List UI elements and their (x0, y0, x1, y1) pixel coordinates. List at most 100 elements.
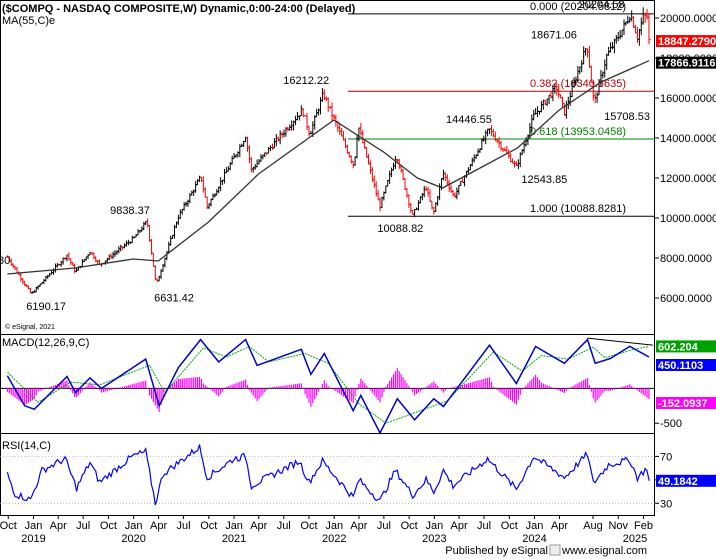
price-ytick-label-0: 6000.0000 (660, 293, 712, 305)
price-bar-160 (313, 115, 317, 130)
x-month-label-5: Jan (125, 520, 143, 532)
price-bar-142 (278, 130, 282, 145)
svg-text:17866.9116: 17866.9116 (658, 58, 716, 70)
chart-title: ($COMPQ - NASDAQ COMPOSITE,W) Dynamic,0:… (2, 3, 356, 15)
macd-y-axis: -500 (655, 418, 682, 430)
macd-divergence-line (587, 337, 653, 346)
price-bar-54 (109, 253, 113, 260)
x-month-label-21: Jan (526, 520, 544, 532)
price-bar-85 (169, 235, 173, 246)
price-bar-117 (230, 155, 234, 165)
price-bar-96 (190, 190, 194, 196)
svg-text:-152.0937: -152.0937 (658, 398, 708, 410)
esignal-logo-icon (549, 544, 561, 556)
price-bar-92 (182, 202, 186, 211)
price-bar-222 (432, 206, 436, 215)
price-bar-245 (476, 148, 480, 157)
x-month-label-4: Oct (100, 520, 117, 532)
price-bar-9 (23, 280, 27, 287)
x-month-label-14: Apr (350, 520, 367, 532)
x-month-label-8: Oct (200, 520, 217, 532)
price-bar-230 (447, 179, 451, 193)
price-bar-111 (219, 177, 223, 192)
price-bar-193 (376, 189, 380, 201)
footer-url: www.esignal.com (561, 545, 647, 557)
price-bar-61 (123, 243, 127, 249)
price-bar-207 (403, 178, 407, 190)
x-month-label-19: Jul (477, 520, 491, 532)
price-bar-125 (246, 136, 250, 152)
ma-value-tag: 17866.9116 (656, 56, 716, 70)
macd-signal-line (7, 345, 650, 424)
annotation-5: 12543.85 (521, 174, 567, 186)
time-x-axis: Oct Jan Apr Jul Oct Jan Apr Jul Oct Jan Apr Jul Oct J… (0, 515, 653, 545)
price-bar-326 (632, 16, 636, 28)
macd-ytick-label-0: -500 (660, 418, 682, 430)
price-bar-58 (117, 246, 121, 254)
rsi-ytick-label-0: 70 (660, 451, 672, 463)
svg-text:450.1103: 450.1103 (658, 360, 703, 372)
price-bar-231 (449, 184, 453, 193)
x-month-label-0: Oct (0, 520, 17, 532)
price-bar-220 (428, 189, 432, 202)
x-year-label-6: 2025 (623, 533, 647, 545)
x-month-label-2: Apr (50, 520, 67, 532)
price-ytick-label-2: 10000.0000 (660, 213, 716, 225)
x-month-label-23: Aug (583, 520, 603, 532)
price-bar-57 (115, 250, 119, 256)
price-bar-56 (113, 250, 117, 257)
price-bar-53 (107, 254, 111, 261)
price-bar-109 (215, 188, 219, 196)
price-bar-140 (274, 134, 278, 147)
price-bar-251 (488, 128, 492, 134)
x-year-label-4: 2023 (422, 533, 446, 545)
x-month-label-25: Feb (634, 520, 653, 532)
value-tags: 18847.2790 17866.9116 602.204 450.1103 -152.… (656, 35, 716, 488)
price-bar-31 (65, 254, 69, 262)
price-bar-242 (470, 157, 474, 167)
x-month-label-12: Oct (300, 520, 317, 532)
price-bar-169 (330, 102, 334, 121)
price-ytick-label-7: 20000.0000 (660, 13, 716, 25)
x-year-label-1: 2020 (121, 533, 145, 545)
price-bar-201 (391, 162, 395, 171)
price-bar-214 (416, 200, 420, 211)
price-bar-74 (148, 224, 152, 242)
price-bar-138 (270, 143, 274, 150)
price-bar-99 (196, 178, 200, 186)
price-bar-55 (111, 251, 115, 260)
last-price-tag: 18847.2790 (656, 35, 716, 48)
x-month-label-11: Jul (277, 520, 291, 532)
price-bar-89 (176, 214, 180, 225)
price-bar-114 (224, 167, 228, 174)
price-bar-100 (197, 175, 201, 182)
x-month-label-10: Apr (250, 520, 267, 532)
price-bar-136 (267, 146, 271, 154)
fib-label-0: 0.000 (20204.5812) (530, 1, 626, 13)
price-bar-103 (203, 186, 207, 198)
price-bar-139 (272, 137, 276, 149)
price-bar-307 (595, 92, 599, 103)
price-bar-282 (547, 94, 551, 105)
price-bar-131 (257, 159, 261, 165)
annotation-4: 15708.53 (604, 111, 650, 123)
price-bar-317 (614, 35, 618, 44)
price-bar-101 (199, 176, 203, 182)
price-bar-281 (545, 98, 549, 107)
x-month-label-20: Oct (501, 520, 518, 532)
price-bar-26 (55, 262, 59, 268)
price-bar-194 (378, 197, 382, 212)
price-bar-219 (426, 187, 430, 197)
x-year-label-3: 2022 (322, 533, 346, 545)
price-bar-127 (249, 157, 253, 173)
svg-text:18847.2790: 18847.2790 (658, 36, 716, 48)
price-bar-112 (221, 179, 225, 185)
ma-legend: MA(55,C)e (2, 15, 55, 27)
macd-line (6, 338, 650, 435)
price-bar-192 (374, 181, 378, 197)
price-bar-75 (149, 238, 153, 255)
price-bar-141 (276, 136, 280, 142)
price-bar-71 (142, 221, 146, 231)
left-edge-label: 80 (0, 255, 10, 267)
price-bar-187 (365, 147, 369, 158)
